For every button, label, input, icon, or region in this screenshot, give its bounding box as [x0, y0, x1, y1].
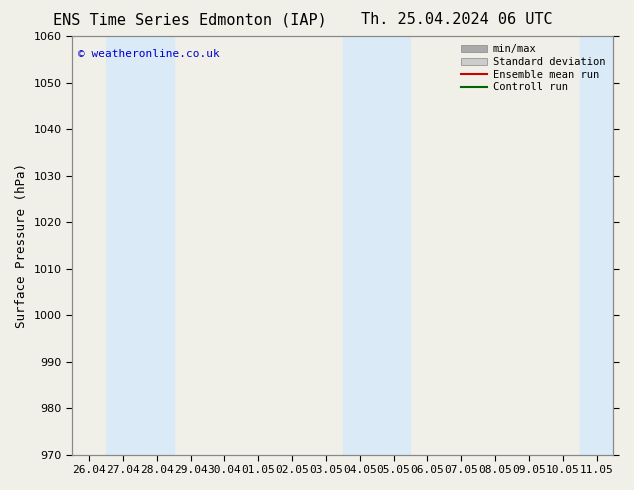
- Text: © weatheronline.co.uk: © weatheronline.co.uk: [77, 49, 219, 59]
- Bar: [106, 36, 174, 455]
- Text: Th. 25.04.2024 06 UTC: Th. 25.04.2024 06 UTC: [361, 12, 552, 27]
- Bar: [343, 36, 410, 455]
- Legend: min/max, Standard deviation, Ensemble mean run, Controll run: min/max, Standard deviation, Ensemble me…: [458, 41, 608, 96]
- Y-axis label: Surface Pressure (hPa): Surface Pressure (hPa): [15, 163, 28, 328]
- Text: ENS Time Series Edmonton (IAP): ENS Time Series Edmonton (IAP): [53, 12, 327, 27]
- Bar: [579, 36, 614, 455]
